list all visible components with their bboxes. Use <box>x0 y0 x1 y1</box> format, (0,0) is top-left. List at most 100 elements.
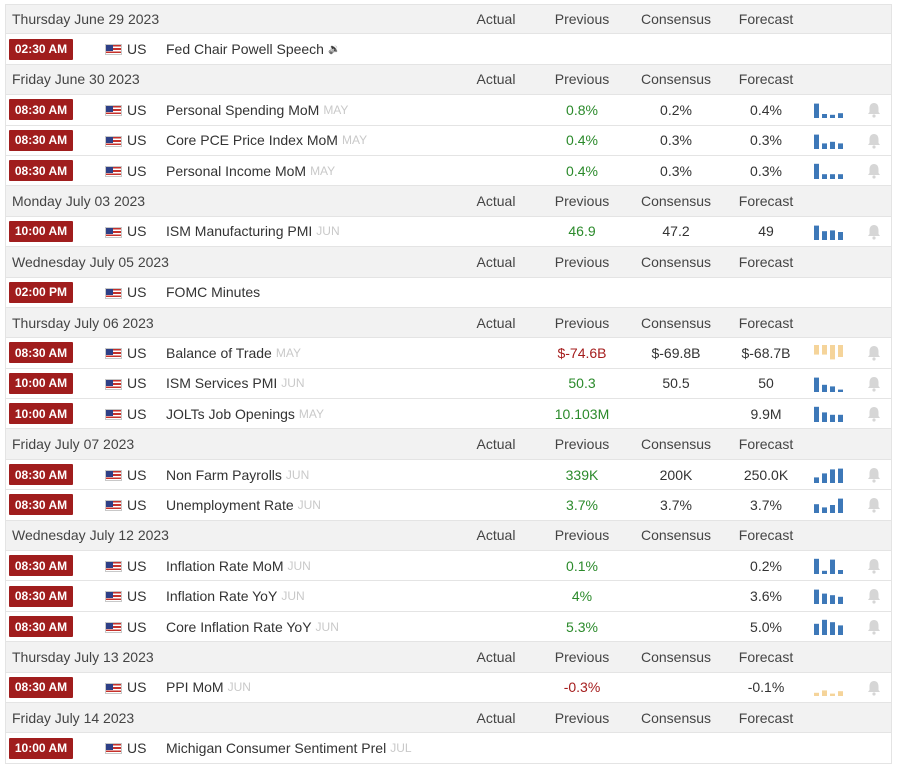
event-name-link[interactable]: Michigan Consumer Sentiment Prel <box>166 740 387 757</box>
event-row[interactable]: 08:30 AM US Unemployment Rate JUN 3.7% 3.7% 3.… <box>5 490 892 521</box>
event-name-link[interactable]: Personal Income MoM <box>166 162 307 179</box>
column-header-consensus[interactable]: Consensus <box>640 71 712 88</box>
history-sparkline-icon[interactable] <box>814 680 844 696</box>
event-name-link[interactable]: Core PCE Price Index MoM <box>166 132 338 149</box>
history-sparkline-icon[interactable] <box>814 558 844 575</box>
column-header-consensus[interactable]: Consensus <box>640 648 712 665</box>
previous-value: 3.7% <box>566 496 598 513</box>
history-sparkline-icon[interactable] <box>814 376 844 392</box>
column-header-consensus[interactable]: Consensus <box>640 709 712 726</box>
history-sparkline-icon[interactable] <box>814 133 844 149</box>
event-name-link[interactable]: PPI MoM <box>166 679 224 696</box>
bell-icon[interactable] <box>866 587 882 605</box>
event-name-link[interactable]: FOMC Minutes <box>166 284 261 301</box>
event-name-link[interactable]: Non Farm Payrolls <box>166 466 282 483</box>
bell-icon[interactable] <box>866 618 882 636</box>
event-row[interactable]: 08:30 AM US Non Farm Payrolls JUN 339K 200K 25… <box>5 459 892 491</box>
bell-icon[interactable] <box>866 466 882 484</box>
history-sparkline-icon[interactable] <box>814 345 844 361</box>
sparkline-bar <box>830 559 835 575</box>
event-row[interactable]: 08:30 AM US Inflation Rate YoY JUN 4% 3.6% <box>5 581 892 612</box>
column-header-previous[interactable]: Previous <box>554 71 610 88</box>
column-header-forecast[interactable]: Forecast <box>738 436 794 453</box>
column-header-consensus[interactable]: Consensus <box>640 436 712 453</box>
column-header-previous[interactable]: Previous <box>554 436 610 453</box>
column-header-previous[interactable]: Previous <box>554 709 610 726</box>
column-header-previous[interactable]: Previous <box>554 11 610 28</box>
history-sparkline-icon[interactable] <box>814 406 844 423</box>
history-sparkline-icon[interactable] <box>814 467 844 483</box>
event-name-link[interactable]: Core Inflation Rate YoY <box>166 618 312 635</box>
column-header-consensus[interactable]: Consensus <box>640 11 712 28</box>
event-name-cell: Core Inflation Rate YoY JUN <box>166 612 339 641</box>
sparkline-bar <box>838 570 843 575</box>
event-row[interactable]: 10:00 AM US Michigan Consumer Sentiment Pr… <box>5 733 892 764</box>
column-header-forecast[interactable]: Forecast <box>738 709 794 726</box>
column-header-previous[interactable]: Previous <box>554 253 610 270</box>
event-name-link[interactable]: JOLTs Job Openings <box>166 405 295 422</box>
event-name-link[interactable]: Balance of Trade <box>166 344 272 361</box>
column-header-actual[interactable]: Actual <box>476 436 516 453</box>
history-sparkline-icon[interactable] <box>814 619 844 635</box>
column-header-forecast[interactable]: Forecast <box>738 11 794 28</box>
bell-icon[interactable] <box>866 679 882 697</box>
event-row[interactable]: 02:00 PM US FOMC Minutes <box>5 277 892 308</box>
event-name-link[interactable]: ISM Manufacturing PMI <box>166 223 313 240</box>
event-row[interactable]: 08:30 AM US Core Inflation Rate YoY JUN 5.3%… <box>5 611 892 643</box>
bell-icon[interactable] <box>866 223 882 241</box>
bell-icon[interactable] <box>866 375 882 393</box>
column-header-actual[interactable]: Actual <box>476 193 516 210</box>
us-flag-icon <box>105 469 122 481</box>
history-sparkline-icon[interactable] <box>814 588 844 605</box>
column-header-actual[interactable]: Actual <box>476 71 516 88</box>
column-header-previous[interactable]: Previous <box>554 314 610 331</box>
bell-icon[interactable] <box>866 405 882 423</box>
bell-icon[interactable] <box>866 344 882 362</box>
event-name-link[interactable]: Personal Spending MoM <box>166 101 320 118</box>
bell-icon[interactable] <box>866 132 882 150</box>
event-row[interactable]: 08:30 AM US Personal Income MoM MAY 0.4% 0.3%… <box>5 155 892 187</box>
column-header-actual[interactable]: Actual <box>476 709 516 726</box>
bell-icon[interactable] <box>866 162 882 180</box>
event-name-link[interactable]: Unemployment Rate <box>166 496 294 513</box>
column-header-consensus[interactable]: Consensus <box>640 253 712 270</box>
bell-icon[interactable] <box>866 101 882 119</box>
history-sparkline-icon[interactable] <box>814 224 844 240</box>
history-sparkline-icon[interactable] <box>814 497 844 514</box>
history-sparkline-icon[interactable] <box>814 163 844 179</box>
column-header-forecast[interactable]: Forecast <box>738 314 794 331</box>
column-header-actual[interactable]: Actual <box>476 648 516 665</box>
column-header-actual[interactable]: Actual <box>476 527 516 544</box>
event-row[interactable]: 02:30 AM US Fed Chair Powell Speech 🔉 <box>5 34 892 65</box>
column-header-forecast[interactable]: Forecast <box>738 71 794 88</box>
history-sparkline-icon[interactable] <box>814 102 844 119</box>
event-row[interactable]: 08:30 AM US PPI MoM JUN -0.3% -0.1% <box>5 672 892 703</box>
event-row[interactable]: 08:30 AM US Balance of Trade MAY $-74.6B $-69… <box>5 338 892 369</box>
column-header-consensus[interactable]: Consensus <box>640 193 712 210</box>
event-name-link[interactable]: Inflation Rate MoM <box>166 557 284 574</box>
event-row[interactable]: 10:00 AM US JOLTs Job Openings MAY 10.103M 9.… <box>5 399 892 430</box>
event-name-link[interactable]: ISM Services PMI <box>166 375 278 392</box>
column-header-consensus[interactable]: Consensus <box>640 527 712 544</box>
column-header-forecast[interactable]: Forecast <box>738 527 794 544</box>
column-header-previous[interactable]: Previous <box>554 648 610 665</box>
event-row[interactable]: 08:30 AM US Personal Spending MoM MAY 0.8% 0.… <box>5 95 892 126</box>
column-header-actual[interactable]: Actual <box>476 314 516 331</box>
bell-icon[interactable] <box>866 557 882 575</box>
column-header-forecast[interactable]: Forecast <box>738 253 794 270</box>
column-header-previous[interactable]: Previous <box>554 527 610 544</box>
event-name-link[interactable]: Inflation Rate YoY <box>166 588 278 605</box>
column-header-actual[interactable]: Actual <box>476 253 516 270</box>
event-name-link[interactable]: Fed Chair Powell Speech <box>166 41 324 58</box>
event-row[interactable]: 08:30 AM US Core PCE Price Index MoM MAY 0.4… <box>5 125 892 156</box>
event-row[interactable]: 08:30 AM US Inflation Rate MoM JUN 0.1% 0.2% <box>5 551 892 582</box>
column-header-forecast[interactable]: Forecast <box>738 193 794 210</box>
column-header-actual[interactable]: Actual <box>476 11 516 28</box>
column-header-forecast[interactable]: Forecast <box>738 648 794 665</box>
event-row[interactable]: 10:00 AM US ISM Services PMI JUN 50.3 50.5 50 <box>5 368 892 400</box>
time-badge: 08:30 AM <box>9 494 73 516</box>
bell-icon[interactable] <box>866 496 882 514</box>
event-row[interactable]: 10:00 AM US ISM Manufacturing PMI JUN 46.9 47… <box>5 216 892 248</box>
column-header-consensus[interactable]: Consensus <box>640 314 712 331</box>
column-header-previous[interactable]: Previous <box>554 193 610 210</box>
